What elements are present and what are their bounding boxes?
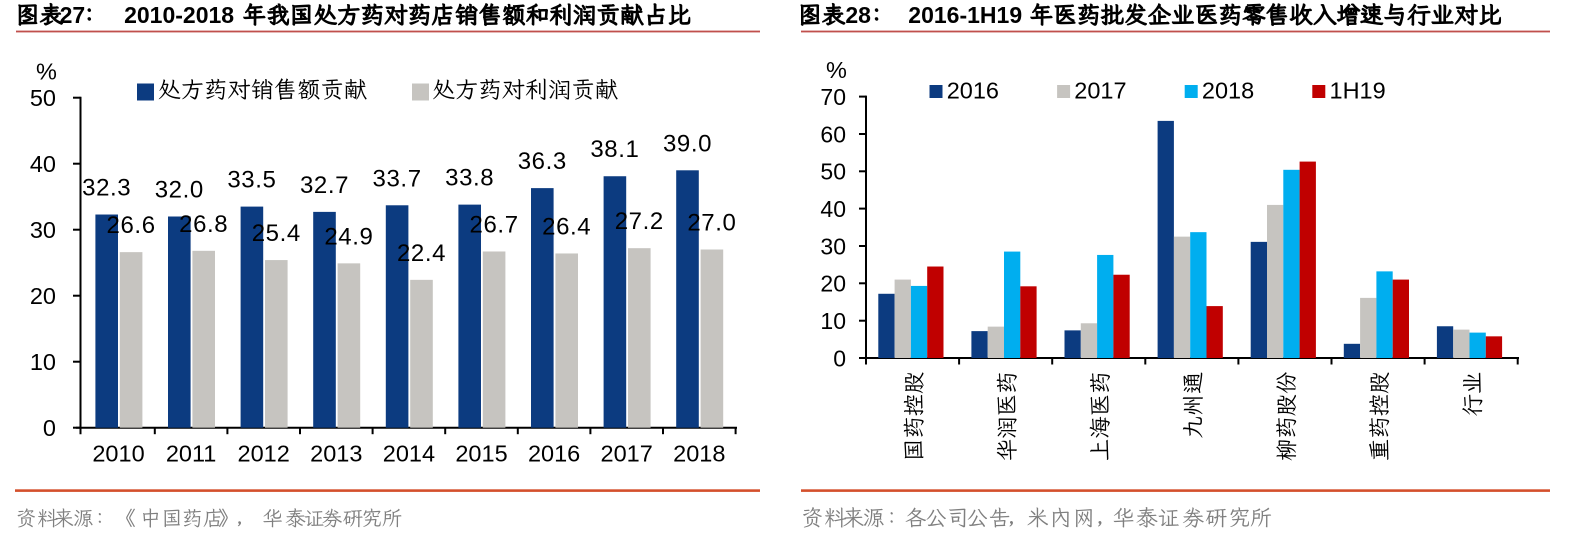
svg-text:40: 40 — [30, 151, 56, 177]
svg-text:50: 50 — [30, 85, 56, 111]
svg-text:1H19: 1H19 — [1330, 78, 1386, 104]
svg-text:22.4: 22.4 — [397, 240, 446, 267]
svg-text:0: 0 — [833, 345, 846, 371]
svg-text:26.8: 26.8 — [179, 211, 228, 238]
svg-text:2016: 2016 — [947, 78, 999, 104]
svg-text:25.4: 25.4 — [252, 220, 301, 247]
svg-text:26.7: 26.7 — [470, 212, 519, 239]
svg-text:60: 60 — [820, 121, 846, 147]
svg-text:24.9: 24.9 — [324, 223, 373, 250]
svg-text:27.0: 27.0 — [687, 210, 736, 237]
svg-text:28: 28 — [845, 2, 871, 28]
svg-text:2018: 2018 — [673, 441, 725, 467]
svg-text:2013: 2013 — [310, 441, 362, 467]
svg-text:70: 70 — [820, 84, 846, 110]
svg-text:2010-2018: 2010-2018 — [124, 2, 234, 28]
svg-text:38.1: 38.1 — [590, 136, 639, 163]
svg-text:40: 40 — [820, 196, 846, 222]
svg-text:32.3: 32.3 — [82, 175, 131, 202]
svg-text:32.7: 32.7 — [300, 172, 349, 199]
svg-text:26.6: 26.6 — [107, 212, 156, 239]
svg-text:32.0: 32.0 — [155, 177, 204, 204]
svg-text:10: 10 — [820, 308, 846, 334]
svg-text:20: 20 — [30, 283, 56, 309]
svg-text:36.3: 36.3 — [518, 148, 567, 175]
svg-text:33.7: 33.7 — [373, 165, 422, 192]
svg-text:2016: 2016 — [528, 441, 580, 467]
svg-text:2016-1H19: 2016-1H19 — [908, 2, 1022, 28]
svg-text:20: 20 — [820, 271, 846, 297]
svg-text:0: 0 — [43, 415, 56, 441]
svg-text:39.0: 39.0 — [663, 130, 712, 157]
svg-text:2018: 2018 — [1202, 78, 1254, 104]
svg-text:2017: 2017 — [1074, 78, 1126, 104]
svg-text:26.4: 26.4 — [542, 214, 591, 241]
svg-text:10: 10 — [30, 349, 56, 375]
svg-text:33.5: 33.5 — [227, 167, 276, 194]
svg-text:27: 27 — [60, 2, 86, 28]
svg-text:30: 30 — [820, 233, 846, 259]
svg-text:%: % — [826, 57, 847, 83]
svg-text:2010: 2010 — [92, 441, 144, 467]
svg-text:2014: 2014 — [383, 441, 435, 467]
svg-text:33.8: 33.8 — [445, 165, 494, 192]
svg-text:2015: 2015 — [455, 441, 507, 467]
svg-text:2017: 2017 — [601, 441, 653, 467]
svg-text:2012: 2012 — [238, 441, 290, 467]
svg-text:50: 50 — [820, 159, 846, 185]
svg-text:2011: 2011 — [166, 441, 217, 467]
svg-text:%: % — [36, 59, 57, 85]
svg-text:30: 30 — [30, 217, 56, 243]
svg-text:27.2: 27.2 — [615, 208, 664, 235]
